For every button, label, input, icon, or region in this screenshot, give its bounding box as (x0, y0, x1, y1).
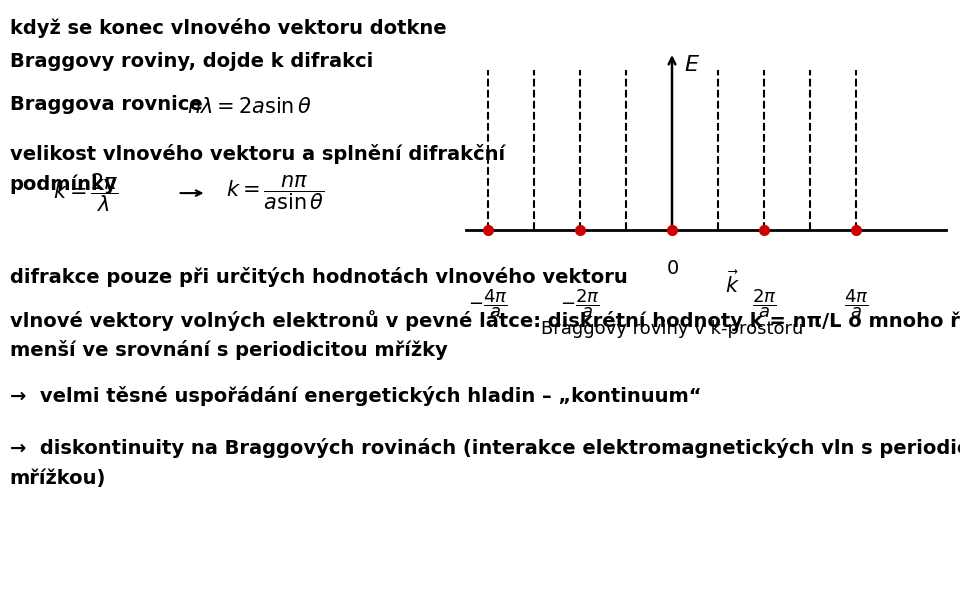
Text: Braggova rovnice: Braggova rovnice (10, 95, 203, 114)
Text: →  velmi těsné uspořádání energetických hladin – „kontinuum“: → velmi těsné uspořádání energetických h… (10, 386, 701, 406)
Text: $E$: $E$ (684, 55, 701, 75)
Text: difrakce pouze při určitých hodnotách vlnového vektoru: difrakce pouze při určitých hodnotách vl… (10, 267, 635, 287)
Text: $-\dfrac{4π}{a}$: $-\dfrac{4π}{a}$ (468, 287, 508, 319)
Text: →  diskontinuity na Braggových rovinách (interakce elektromagnetických vln s per: → diskontinuity na Braggových rovinách (… (10, 438, 960, 459)
Text: $n\lambda = 2a \sin \theta$: $n\lambda = 2a \sin \theta$ (187, 97, 312, 117)
Text: $k = \dfrac{2\pi}{\lambda}$: $k = \dfrac{2\pi}{\lambda}$ (54, 172, 119, 215)
Text: mřížkou): mřížkou) (10, 469, 106, 488)
Text: $k = \dfrac{n\pi}{a \sin \theta}$: $k = \dfrac{n\pi}{a \sin \theta}$ (226, 174, 324, 212)
Text: $\dfrac{4π}{a}$: $\dfrac{4π}{a}$ (844, 287, 869, 319)
Text: velikost vlnového vektoru a splnění difrakční: velikost vlnového vektoru a splnění difr… (10, 144, 505, 164)
Text: $\dfrac{2π}{a}$: $\dfrac{2π}{a}$ (752, 287, 777, 319)
Text: $\vec{k}$: $\vec{k}$ (725, 270, 739, 297)
Text: $-\dfrac{2π}{a}$: $-\dfrac{2π}{a}$ (560, 287, 600, 319)
Text: když se konec vlnového vektoru dotkne: když se konec vlnového vektoru dotkne (10, 18, 446, 39)
Text: Braggovy roviny v k-prostoru: Braggovy roviny v k-prostoru (540, 320, 804, 338)
Text: $0$: $0$ (665, 259, 679, 278)
Text: vlnové vektory volných elektronů v pevné látce: diskrétní hodnoty k = nπ/L o mno: vlnové vektory volných elektronů v pevné… (10, 310, 960, 330)
Text: Braggovy roviny, dojde k difrakci: Braggovy roviny, dojde k difrakci (10, 52, 372, 71)
Text: menší ve srovnání s periodicitou mřížky: menší ve srovnání s periodicitou mřížky (10, 340, 447, 360)
Text: podmínky: podmínky (10, 175, 117, 194)
